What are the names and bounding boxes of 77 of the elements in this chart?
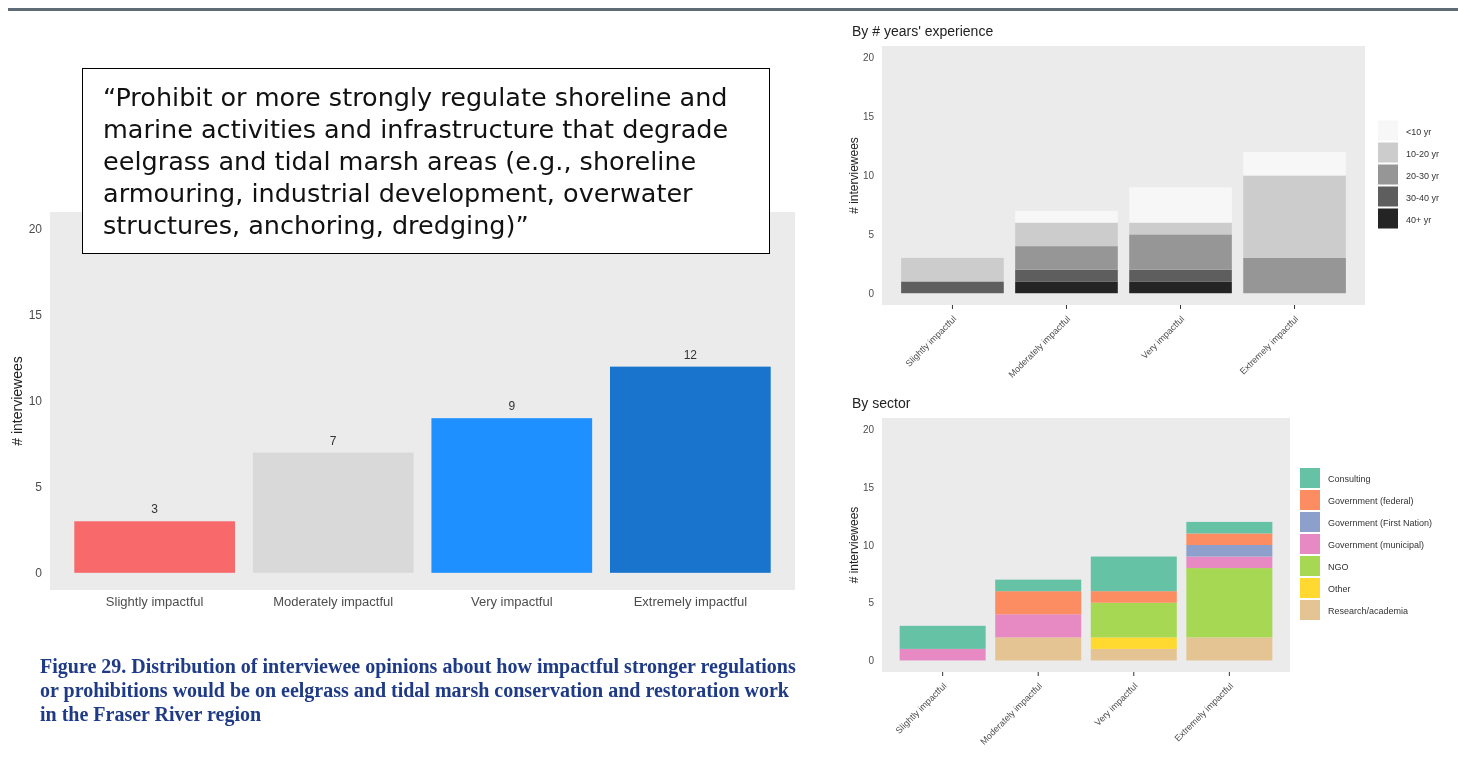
- legend-label: NGO: [1328, 562, 1349, 573]
- legend-label: 40+ yr: [1406, 214, 1432, 225]
- bar: [1243, 151, 1346, 176]
- x-tick-label: Extremely impactful: [633, 594, 748, 609]
- bar: [431, 418, 593, 573]
- bar: [1015, 246, 1118, 270]
- chart-title: By # years' experience: [852, 23, 994, 39]
- legend-label: Other: [1328, 584, 1351, 595]
- x-tick-label: Slightly impactful: [105, 594, 204, 609]
- bar: [1090, 648, 1177, 661]
- bar: [1129, 222, 1232, 235]
- y-tick-label: 10: [862, 170, 875, 181]
- bar: [1090, 556, 1177, 592]
- y-tick-label: 5: [868, 597, 875, 609]
- bar: [901, 257, 1004, 282]
- bar: [1015, 281, 1118, 294]
- y-tick-label: 10: [28, 394, 43, 409]
- data-label: 12: [683, 347, 698, 362]
- legend-label: Research/academia: [1328, 606, 1409, 617]
- bar: [610, 366, 771, 573]
- bar: [1090, 637, 1177, 649]
- bar: [1015, 210, 1118, 223]
- bar: [1243, 257, 1346, 294]
- y-tick-label: 15: [862, 111, 875, 123]
- bar: [1090, 591, 1177, 603]
- y-tick-label: 10: [862, 539, 875, 551]
- legend-label: <10 yr: [1406, 126, 1432, 137]
- data-label: 7: [329, 433, 337, 448]
- bar: [901, 281, 1004, 294]
- y-tick-label: 0: [868, 654, 875, 666]
- bar: [995, 637, 1082, 661]
- bar: [995, 591, 1082, 615]
- y-tick-label: 0: [35, 566, 43, 581]
- x-tick-label: Moderately impactful: [273, 594, 394, 609]
- chart-title: By sector: [852, 395, 911, 411]
- bar: [1186, 568, 1273, 638]
- legend-label: 30-40 yr: [1406, 192, 1440, 203]
- bar: [995, 614, 1082, 638]
- y-tick-label: 20: [862, 52, 875, 64]
- legend-label: 20-30 yr: [1406, 170, 1440, 181]
- caption: Figure 29. Distribution of interviewee opinions about how impactful stronger regulations or prohibitions would be on eelgrass and tidal marsh conservation and restoration work in the Fraser River region: [40, 654, 797, 726]
- y-tick-label: 15: [862, 481, 875, 493]
- y-tick-label: 15: [28, 308, 43, 323]
- legend-label: Government (municipal): [1328, 540, 1425, 551]
- bar: [1186, 545, 1273, 557]
- bar: [1129, 234, 1232, 270]
- legend-label: Government (federal): [1328, 496, 1414, 507]
- bar: [1186, 533, 1273, 545]
- bar: [995, 579, 1082, 592]
- bar: [74, 521, 235, 573]
- y-tick-label: 0: [868, 287, 875, 299]
- bar: [1015, 269, 1118, 282]
- bar: [899, 648, 986, 661]
- y-tick-label: 5: [35, 480, 43, 495]
- bar: [1243, 175, 1346, 258]
- data-label: 3: [151, 502, 159, 517]
- bar: [899, 625, 986, 649]
- bar: [1129, 187, 1232, 223]
- x-tick-label: Very impactful: [470, 594, 553, 609]
- legend-label: Consulting: [1328, 474, 1371, 485]
- legend-label: 10-20 yr: [1406, 148, 1440, 159]
- y-tick-label: 5: [868, 228, 875, 240]
- y-axis-title: # interviewees: [847, 137, 861, 214]
- bar: [1090, 602, 1177, 638]
- annotation: “Prohibit or more strongly regulate shoreline and marine activities and infrastructure that degrade eelgrass and tidal marsh areas (e.g., shoreline armouring, industrial development, overwater structures, anchoring, dredging)”: [82, 68, 770, 254]
- bar: [1186, 521, 1273, 534]
- data-label: 9: [508, 399, 516, 414]
- y-tick-label: 20: [862, 424, 875, 436]
- legend-label: Government (First Nation): [1328, 518, 1433, 529]
- bar: [1015, 222, 1118, 247]
- y-axis-title: # interviewees: [9, 356, 25, 446]
- y-tick-label: 20: [28, 222, 43, 237]
- bar: [1129, 269, 1232, 282]
- bar: [1186, 556, 1273, 569]
- y-axis-title: # interviewees: [847, 506, 861, 584]
- bar: [1186, 637, 1273, 661]
- bar: [1129, 281, 1232, 294]
